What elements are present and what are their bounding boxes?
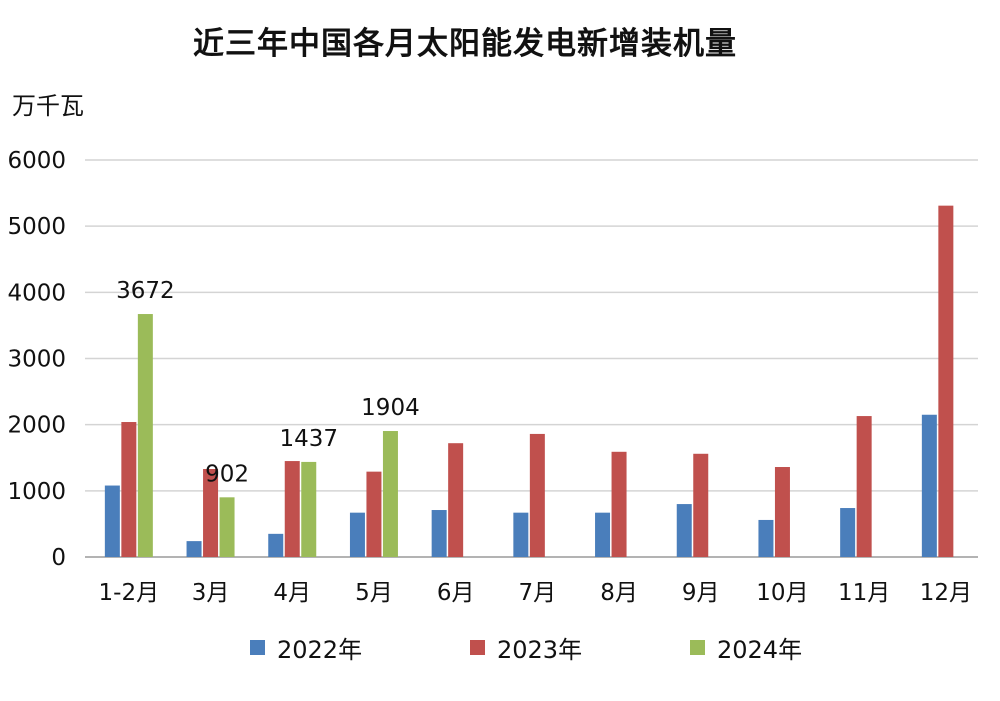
x-tick-label: 6月: [437, 580, 475, 606]
data-label: 1904: [361, 395, 420, 421]
bar-2024年-1-2月: [137, 314, 153, 557]
bar-2023年-7月: [529, 433, 545, 557]
x-tick-label: 7月: [519, 580, 557, 606]
bar-2023年-3月: [203, 468, 219, 557]
x-tick-label: 3月: [192, 580, 230, 606]
y-tick-label: 3000: [7, 347, 66, 373]
y-tick-label: 6000: [7, 148, 66, 174]
legend-item: 2024年: [690, 630, 802, 665]
bar-2023年-11月: [856, 416, 872, 557]
bar-2022年-3月: [186, 541, 202, 557]
x-tick-label: 5月: [355, 580, 393, 606]
x-tick-label: 8月: [600, 580, 638, 606]
bar-2024年-4月: [301, 461, 317, 557]
x-tick-label: 11月: [838, 580, 890, 606]
bar-2022年-7月: [513, 512, 529, 557]
bar-2023年-4月: [284, 461, 300, 557]
x-tick-label: 9月: [682, 580, 720, 606]
legend-item: 2022年: [250, 630, 362, 665]
bars: [104, 205, 954, 557]
bar-2023年-5月: [366, 471, 382, 557]
legend-label: 2023年: [497, 636, 583, 664]
y-tick-labels: 0 1000 2000 3000 4000 5000 6000: [7, 148, 66, 571]
bar-2023年-9月: [693, 453, 709, 557]
bar-2024年-5月: [382, 431, 398, 557]
x-tick-label: 10月: [756, 580, 808, 606]
bar-2023年-10月: [774, 467, 790, 557]
legend: 2022年 2023年 2024年: [0, 630, 1000, 670]
bar-2022年-12月: [921, 414, 937, 557]
data-label: 1437: [279, 426, 338, 452]
legend-label: 2024年: [717, 636, 803, 664]
legend-swatch: [250, 640, 265, 655]
bar-2022年-4月: [268, 533, 284, 557]
legend-item: 2023年: [470, 630, 582, 665]
data-labels: 3672 902 1437 1904: [116, 278, 420, 487]
bar-2022年-9月: [676, 504, 692, 557]
bar-2023年-1-2月: [121, 422, 137, 557]
y-tick-label: 4000: [7, 280, 66, 306]
bar-2022年-6月: [431, 510, 447, 557]
bar-2023年-12月: [938, 205, 954, 557]
x-tick-labels: 1-2月 3月 4月 5月 6月 7月 8月 9月 10月 11月 12月: [99, 580, 972, 606]
bar-2022年-5月: [349, 512, 365, 557]
legend-swatch: [470, 640, 485, 655]
x-tick-label: 12月: [920, 580, 972, 606]
legend-swatch: [690, 640, 705, 655]
bar-2022年-1-2月: [104, 485, 120, 557]
x-tick-label: 4月: [273, 580, 311, 606]
data-label: 902: [205, 461, 249, 487]
data-label: 3672: [116, 278, 175, 304]
y-tick-label: 2000: [7, 413, 66, 439]
bar-2022年-10月: [758, 519, 774, 557]
bar-2023年-6月: [448, 443, 464, 557]
x-tick-label: 1-2月: [99, 580, 160, 606]
legend-label: 2022年: [277, 636, 363, 664]
bar-2022年-8月: [595, 512, 611, 557]
bar-2024年-3月: [219, 497, 235, 557]
y-tick-label: 5000: [7, 214, 66, 240]
y-axis-unit-label: 万千瓦: [12, 92, 84, 120]
bar-2023年-8月: [611, 451, 627, 557]
bar-2022年-11月: [840, 508, 856, 557]
y-tick-label: 1000: [7, 479, 66, 505]
y-tick-label: 0: [51, 545, 66, 571]
chart-title: 近三年中国各月太阳能发电新增装机量: [193, 26, 737, 62]
